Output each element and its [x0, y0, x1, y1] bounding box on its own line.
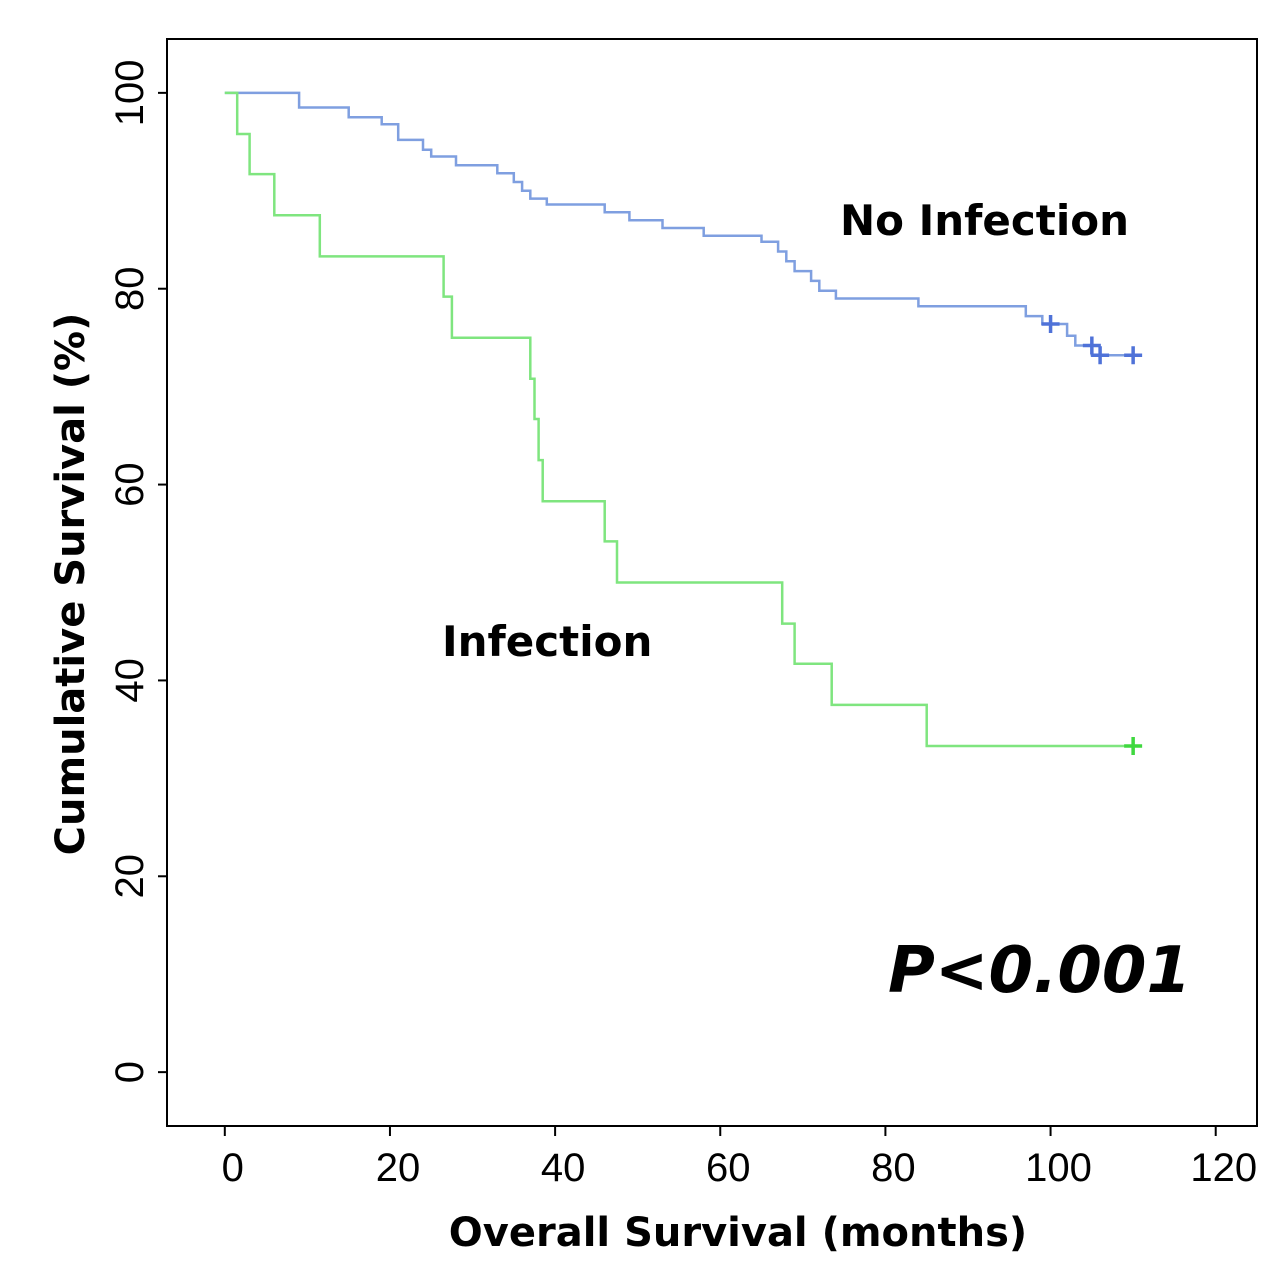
- x-axis-title: Overall Survival (months): [449, 1210, 1027, 1256]
- y-tick-label: 0: [108, 1061, 152, 1083]
- x-axis-ticks: 0 20 40 60 80 100 120: [222, 1126, 1257, 1190]
- y-tick-label: 80: [108, 266, 152, 311]
- censor-mark-no-infection: [1041, 314, 1060, 333]
- censor-mark-no-infection: [1124, 346, 1143, 365]
- y-tick-label: 20: [108, 854, 152, 899]
- x-tick-label: 60: [706, 1146, 751, 1190]
- y-axis-ticks: 0 20 40 60 80 100: [108, 59, 167, 1083]
- p-value-annotation: P<0.001: [888, 934, 1191, 1008]
- y-axis-title: Cumulative Survival (%): [48, 313, 94, 856]
- y-tick-label: 60: [108, 462, 152, 507]
- x-tick-label: 40: [541, 1146, 586, 1190]
- series-label-no-infection: No Infection: [840, 196, 1129, 245]
- x-tick-label: 0: [222, 1146, 244, 1190]
- series-label-infection: Infection: [442, 617, 652, 666]
- x-tick-label: 20: [376, 1146, 421, 1190]
- series-layer: [224, 91, 1143, 756]
- y-tick-label: 100: [108, 59, 152, 126]
- censor-mark-infection: [1124, 737, 1143, 756]
- y-tick-label: 40: [108, 658, 152, 703]
- series-line-no-infection: [224, 91, 1134, 357]
- censor-mark-no-infection: [1091, 346, 1110, 365]
- x-tick-label: 120: [1190, 1146, 1257, 1190]
- x-tick-label: 100: [1025, 1146, 1092, 1190]
- censor-mark-no-infection: [1082, 336, 1101, 355]
- series-line-infection: [224, 91, 1134, 748]
- x-tick-label: 80: [871, 1146, 916, 1190]
